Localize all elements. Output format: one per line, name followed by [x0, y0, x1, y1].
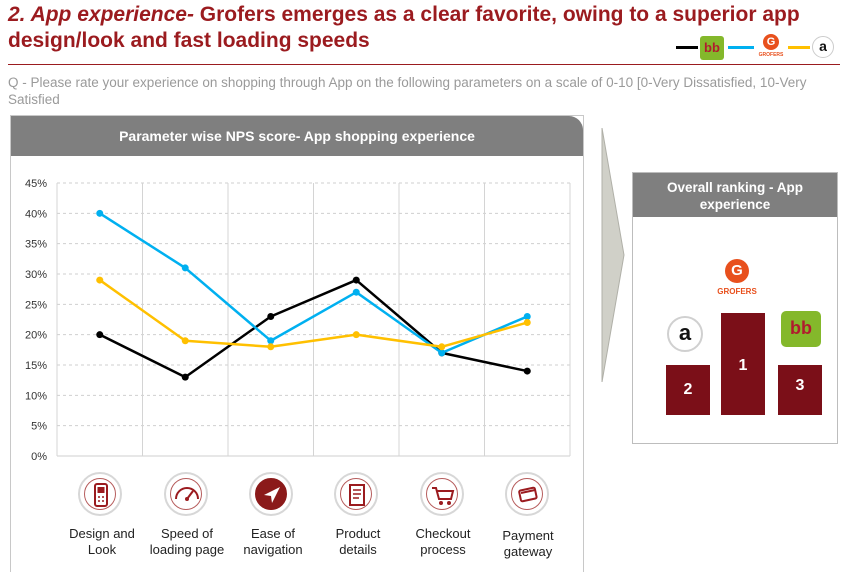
data-point — [96, 331, 104, 339]
brand-legend: bb G GROFERS a — [676, 34, 836, 62]
podium-third: 3 — [778, 365, 822, 415]
data-point — [181, 373, 189, 381]
ranking-panel: Overall ranking - App experience G GROFE… — [632, 172, 838, 444]
data-point — [181, 264, 189, 272]
data-point — [267, 343, 275, 351]
series-line — [99, 279, 528, 349]
amazon-logo-icon: a — [667, 316, 703, 352]
mobile-phone-icon — [78, 472, 122, 516]
data-point — [352, 331, 360, 339]
y-tick-label: 0% — [31, 451, 47, 463]
data-point — [181, 337, 189, 345]
document-icon — [334, 472, 378, 516]
bigbasket-logo-icon: bb — [700, 36, 724, 60]
y-tick-label: 35% — [25, 239, 47, 251]
data-point — [267, 337, 275, 345]
data-point — [523, 367, 531, 375]
category-label-payment: Payment gateway — [502, 528, 554, 559]
y-tick-label: 10% — [25, 390, 47, 402]
payment-card-icon — [505, 472, 549, 516]
grofers-logo-icon: G GROFERS — [758, 34, 784, 58]
category-label-design: Design and Look — [69, 526, 135, 557]
y-tick-label: 25% — [25, 299, 47, 311]
data-point — [352, 276, 360, 284]
legend-line-bigbasket — [676, 46, 698, 49]
y-tick-label: 30% — [25, 269, 47, 281]
y-tick-label: 40% — [25, 208, 47, 220]
amazon-logo-icon: a — [812, 36, 834, 58]
title-lead: 2. App experience- — [8, 3, 194, 26]
y-tick-label: 45% — [25, 178, 47, 190]
data-point — [523, 312, 531, 320]
data-point — [96, 209, 104, 217]
data-point — [96, 276, 104, 284]
podium-second: 2 — [666, 365, 710, 415]
legend-line-grofers — [728, 46, 754, 49]
data-point — [352, 288, 360, 296]
chart-title: Parameter wise NPS score- App shopping e… — [11, 116, 583, 156]
y-tick-label: 5% — [31, 421, 47, 433]
series-line — [99, 212, 528, 355]
shopping-cart-icon — [420, 472, 464, 516]
y-tick-label: 20% — [25, 330, 47, 342]
navigation-arrow-icon — [249, 472, 293, 516]
data-point — [267, 312, 275, 320]
bigbasket-logo-icon: bb — [781, 311, 821, 347]
transition-arrow-icon — [601, 128, 625, 382]
ranking-title: Overall ranking - App experience — [633, 173, 837, 217]
series-line — [99, 278, 528, 379]
category-label-checkout: Checkout process — [415, 526, 471, 557]
data-point — [438, 349, 446, 357]
title-rest: Grofers emerges as a clear favorite, owi… — [8, 3, 800, 52]
title-divider — [8, 64, 840, 65]
question-text: Q - Please rate your experience on shopp… — [8, 75, 807, 107]
category-label-product: Product details — [335, 526, 381, 557]
podium-first: 1 — [721, 313, 765, 415]
category-label-speed: Speed of loading page — [149, 526, 225, 557]
grofers-logo-icon: G GROFERS — [717, 259, 757, 303]
speedometer-icon — [164, 472, 208, 516]
data-point — [523, 319, 531, 327]
slide-title: 2. App experience- Grofers emerges as a … — [8, 2, 848, 54]
category-label-navigation: Ease of navigation — [243, 526, 303, 557]
data-point — [438, 343, 446, 351]
legend-line-amazon — [788, 46, 810, 49]
y-tick-label: 15% — [25, 360, 47, 372]
